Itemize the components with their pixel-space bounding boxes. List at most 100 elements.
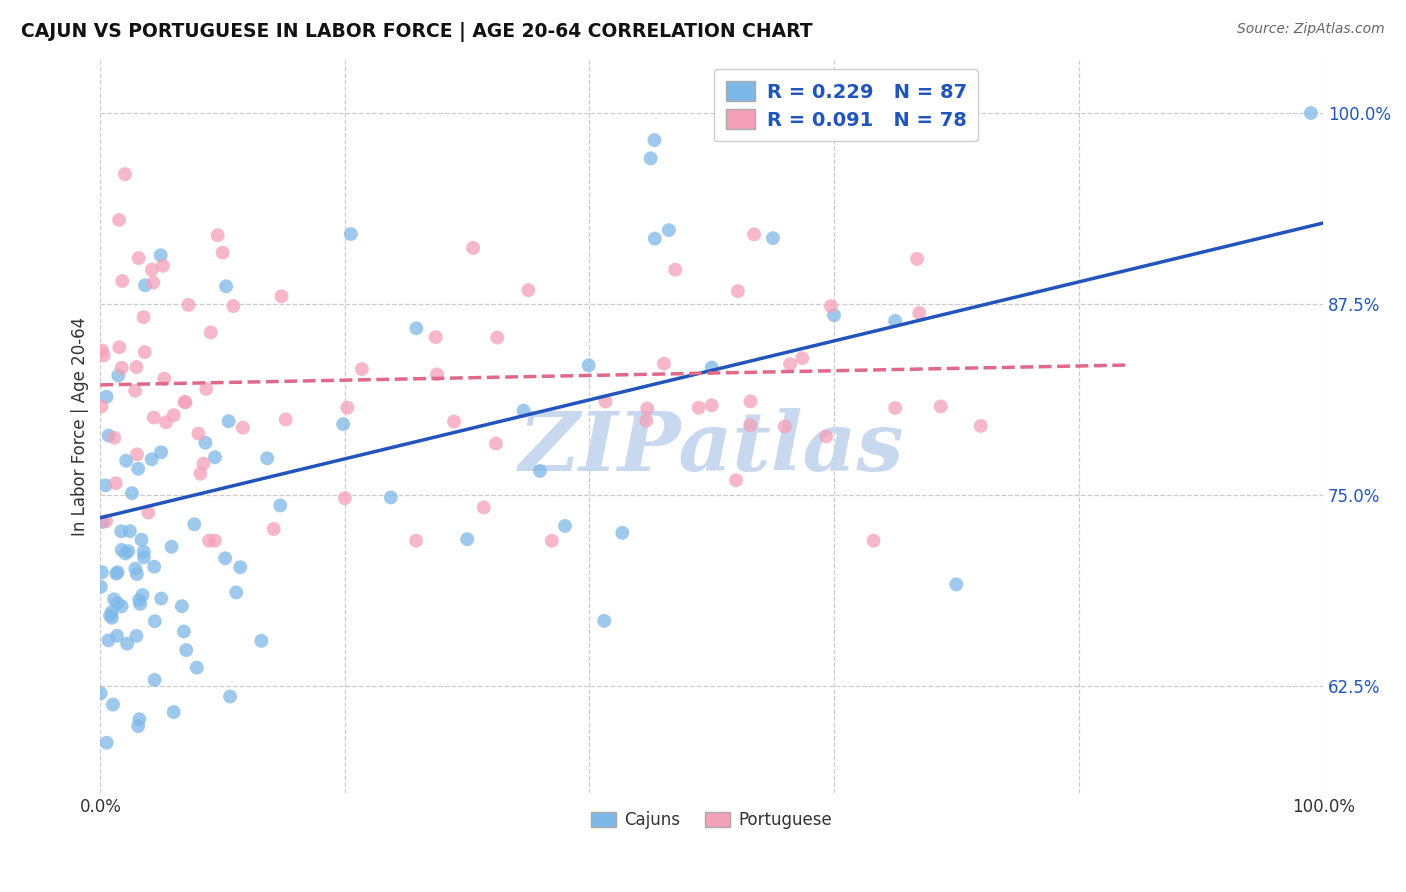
Point: [152, 259, 174, 273]
Point: [643, 133, 665, 147]
Point: [779, 357, 801, 371]
Point: [636, 401, 658, 416]
Point: [115, 637, 138, 651]
Text: CAJUN VS PORTUGUESE IN LABOR FORCE | AGE 20-64 CORRELATION CHART: CAJUN VS PORTUGUESE IN LABOR FORCE | AGE…: [21, 22, 813, 42]
Point: [97, 633, 120, 648]
Point: [945, 577, 967, 591]
Point: [91, 343, 114, 358]
Point: [131, 588, 153, 602]
Point: [141, 452, 163, 467]
Point: [141, 262, 163, 277]
Point: [232, 420, 254, 434]
Point: [762, 231, 785, 245]
Point: [129, 597, 152, 611]
Text: Source: ZipAtlas.com: Source: ZipAtlas.com: [1237, 22, 1385, 37]
Point: [114, 546, 136, 560]
Point: [132, 310, 155, 325]
Point: [111, 599, 134, 614]
Point: [173, 395, 195, 409]
Point: [200, 326, 222, 340]
Point: [218, 414, 240, 428]
Point: [443, 415, 465, 429]
Point: [612, 525, 634, 540]
Point: [150, 445, 173, 459]
Point: [405, 321, 427, 335]
Point: [198, 533, 221, 548]
Point: [664, 262, 686, 277]
Point: [127, 462, 149, 476]
Point: [250, 633, 273, 648]
Point: [124, 384, 146, 398]
Point: [127, 719, 149, 733]
Point: [143, 673, 166, 687]
Point: [118, 524, 141, 538]
Point: [636, 414, 658, 428]
Point: [117, 544, 139, 558]
Point: [91, 515, 114, 529]
Point: [640, 152, 662, 166]
Y-axis label: In Labor Force | Age 20-64: In Labor Force | Age 20-64: [72, 317, 89, 536]
Point: [512, 403, 534, 417]
Point: [884, 401, 907, 415]
Point: [143, 614, 166, 628]
Point: [111, 543, 134, 558]
Point: [336, 401, 359, 415]
Point: [105, 566, 128, 581]
Point: [274, 412, 297, 426]
Point: [177, 298, 200, 312]
Point: [138, 506, 160, 520]
Point: [101, 698, 124, 712]
Point: [131, 533, 153, 547]
Point: [658, 223, 681, 237]
Point: [333, 491, 356, 505]
Point: [823, 308, 845, 322]
Point: [105, 629, 128, 643]
Point: [815, 429, 838, 443]
Point: [121, 486, 143, 500]
Point: [517, 283, 540, 297]
Point: [128, 593, 150, 607]
Point: [125, 447, 148, 461]
Point: [908, 306, 931, 320]
Point: [700, 398, 723, 412]
Point: [350, 362, 373, 376]
Point: [114, 167, 136, 181]
Point: [456, 532, 478, 546]
Point: [700, 360, 723, 375]
Point: [540, 533, 562, 548]
Point: [173, 624, 195, 639]
Point: [742, 227, 765, 242]
Point: [125, 629, 148, 643]
Point: [727, 284, 749, 298]
Point: [204, 533, 226, 548]
Point: [142, 410, 165, 425]
Point: [485, 436, 508, 450]
Point: [186, 660, 208, 674]
Point: [96, 390, 118, 404]
Point: [578, 359, 600, 373]
Point: [340, 227, 363, 241]
Point: [740, 394, 762, 409]
Point: [107, 596, 129, 610]
Point: [193, 457, 215, 471]
Point: [204, 450, 226, 465]
Point: [820, 299, 842, 313]
Point: [160, 540, 183, 554]
Point: [970, 418, 993, 433]
Point: [529, 464, 551, 478]
Point: [463, 241, 485, 255]
Point: [426, 368, 449, 382]
Point: [111, 360, 134, 375]
Point: [153, 372, 176, 386]
Point: [792, 351, 814, 366]
Point: [125, 567, 148, 582]
Point: [128, 712, 150, 726]
Point: [90, 400, 112, 414]
Point: [134, 345, 156, 359]
Point: [884, 314, 907, 328]
Point: [163, 408, 186, 422]
Point: [215, 279, 238, 293]
Point: [103, 592, 125, 607]
Point: [149, 248, 172, 262]
Point: [725, 473, 748, 487]
